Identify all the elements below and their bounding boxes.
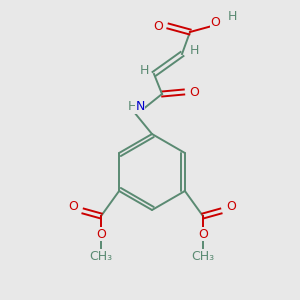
Text: O: O xyxy=(210,16,220,29)
Text: H: H xyxy=(139,64,149,77)
Text: O: O xyxy=(189,85,199,98)
Text: O: O xyxy=(198,227,208,241)
Text: H: H xyxy=(189,44,199,58)
Text: O: O xyxy=(226,200,236,212)
Text: H: H xyxy=(127,100,137,113)
Text: N: N xyxy=(135,100,145,113)
Text: O: O xyxy=(153,20,163,32)
Text: O: O xyxy=(68,200,78,212)
Text: CH₃: CH₃ xyxy=(89,250,113,262)
Text: H: H xyxy=(227,10,237,22)
Text: O: O xyxy=(96,227,106,241)
Text: CH₃: CH₃ xyxy=(191,250,214,262)
